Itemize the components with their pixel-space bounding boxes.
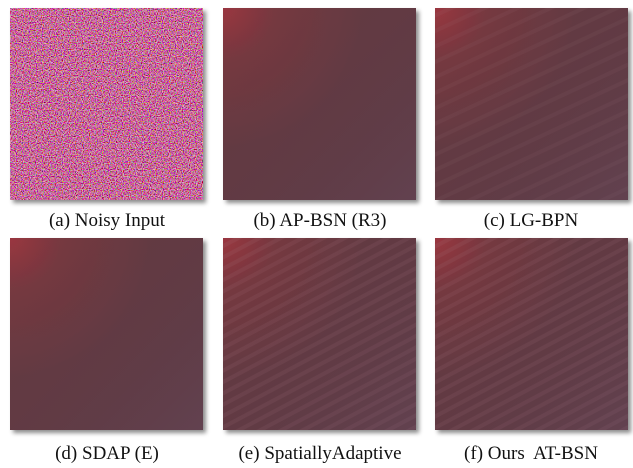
caption: (e) SpatiallyAdaptive <box>238 443 401 464</box>
panel-c: (c) LG-BPN <box>435 8 628 231</box>
caption: (a) Noisy Input <box>49 210 166 231</box>
caption: (d) SDAP (E) <box>55 443 159 464</box>
caption: (b) AP-BSN (R3) <box>253 210 386 231</box>
panel-f: (f) Ours AT-BSN <box>435 238 628 464</box>
figure: (a) Noisy Input (b) AP-BSN (R3) (c) LG-B… <box>0 0 633 468</box>
caption: (c) LG-BPN <box>484 210 579 231</box>
panel-a: (a) Noisy Input <box>10 8 203 231</box>
panel-e: (e) SpatiallyAdaptive <box>223 238 416 464</box>
panel-b: (b) AP-BSN (R3) <box>223 8 416 231</box>
panel-d: (d) SDAP (E) <box>10 238 203 464</box>
caption: (f) Ours AT-BSN <box>464 443 598 464</box>
